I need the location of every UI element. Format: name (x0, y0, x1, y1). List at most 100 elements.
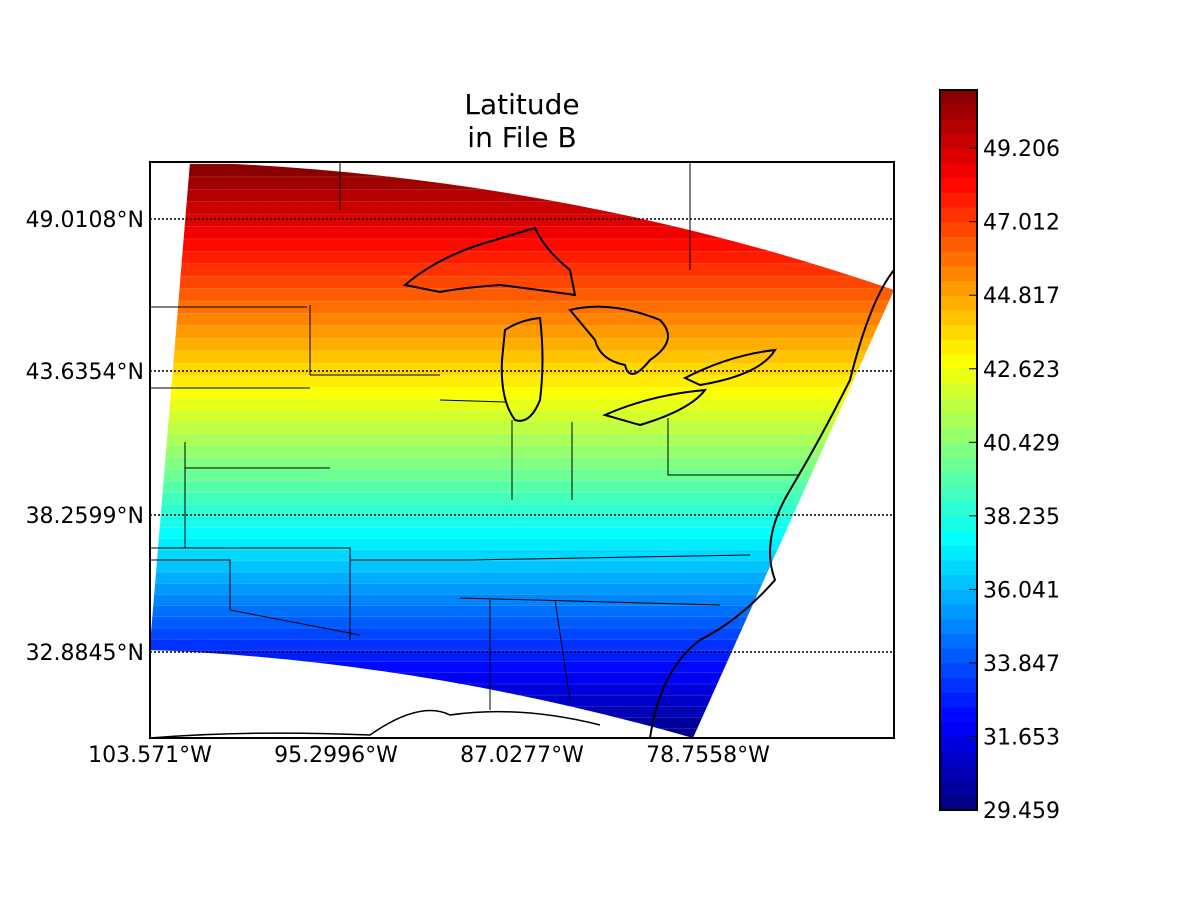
colorbar-segment (940, 589, 977, 605)
colorbar-segment (940, 795, 977, 811)
latitude-band (150, 349, 894, 364)
latitude-band (150, 582, 894, 595)
colorbar-segment (940, 339, 977, 355)
colorbar-segment (940, 265, 977, 282)
colorbar-tick-label: 40.429 (983, 431, 1060, 456)
latitude-band (150, 238, 894, 252)
colorbar-segment (940, 662, 977, 679)
colorbar-segment (940, 206, 977, 223)
title-line-1: Latitude (464, 88, 580, 121)
latitude-band (150, 312, 894, 327)
boundaries (150, 162, 894, 738)
colorbar-tick-label: 36.041 (983, 578, 1060, 603)
latitude-band (150, 163, 894, 178)
colorbar-segment (940, 457, 977, 473)
latitude-band (150, 337, 894, 351)
map-frame (149, 161, 895, 739)
colorbar-segment (940, 692, 977, 708)
longitude-label: 78.7558°W (646, 743, 770, 768)
latitude-band (150, 571, 894, 584)
colorbar-segment (940, 707, 977, 723)
latitude-band (150, 444, 894, 458)
latitude-band (150, 200, 894, 215)
colorbar-frame (939, 89, 978, 811)
colorbar-segment (940, 751, 977, 767)
colorbar-segment (940, 677, 977, 693)
colorbar-segment (940, 90, 977, 105)
lake-michigan (500, 316, 544, 422)
colorbar-segment (940, 162, 977, 179)
colorbar-tick-label: 42.623 (983, 358, 1060, 383)
colorbar-tick-label: 47.012 (983, 211, 1060, 236)
latitude-band (150, 362, 894, 376)
colorbar-segment (940, 545, 977, 561)
colorbar-segment (940, 604, 977, 620)
latitude-band (150, 262, 894, 277)
colorbar-segment (940, 104, 977, 120)
lake-superior (402, 226, 577, 297)
latitude-label: 38.2599°N (26, 504, 144, 529)
latitude-band (150, 374, 894, 388)
colorbar-segment (940, 383, 977, 399)
colorbar-segment (940, 486, 977, 502)
colorbar-tick-labels: 29.459 31.653 33.847 36.041 38.235 40.429 42.6… (983, 137, 1060, 824)
latitude-labels: 49.0108°N 43.6354°N 38.2599°N 32.8845°N (26, 208, 144, 666)
colorbar-segment (940, 559, 977, 576)
atlantic-coastline (649, 269, 894, 738)
longitude-label: 87.0277°W (460, 743, 584, 768)
colorbar-segment (940, 295, 977, 311)
latitude-label: 49.0108°N (26, 208, 144, 233)
latitude-band (150, 694, 894, 707)
gulf-coastline (150, 709, 601, 738)
colorbar-tick-label: 33.847 (983, 652, 1060, 677)
colorbar-tick-label: 49.206 (983, 137, 1060, 162)
colorbar-segment (940, 251, 977, 267)
latitude-band (150, 683, 894, 696)
colorbar-segment (940, 471, 977, 487)
chart-title: Latitude in File B (372, 88, 672, 154)
colorbar-segment (940, 398, 977, 414)
lake-erie (602, 388, 708, 427)
latitude-band (150, 616, 894, 629)
latitude-band (150, 480, 894, 494)
latitude-band (150, 397, 894, 411)
colorbar-segment (940, 648, 977, 664)
latitude-band (150, 188, 894, 202)
colorbar-segment (940, 780, 977, 796)
latitude-band (150, 433, 894, 446)
latitude-band (150, 324, 894, 339)
latitude-band (150, 627, 894, 640)
colorbar-segment (940, 309, 977, 326)
latitude-band (150, 287, 894, 302)
latitude-label: 43.6354°N (26, 360, 144, 385)
latitude-band (150, 638, 894, 651)
state-lines (150, 162, 800, 710)
colorbar-tick-label: 38.235 (983, 505, 1060, 530)
colorbar-segment (940, 177, 977, 193)
colorbar-tick-label: 31.653 (983, 725, 1060, 750)
latitude-band (150, 526, 894, 539)
colorbar-tick-label: 44.817 (983, 284, 1060, 309)
latitude-band (150, 716, 894, 729)
longitude-label: 103.571°W (88, 743, 212, 768)
longitude-label: 95.2996°W (274, 743, 398, 768)
colorbar-segment (940, 574, 977, 590)
colorbar-segment (940, 530, 977, 546)
colorbar-segment (940, 148, 977, 164)
latitude-band (150, 560, 894, 573)
colorbar-segment (940, 765, 977, 782)
latitude-band (150, 660, 894, 674)
colorbar-segment (940, 118, 977, 134)
lake-huron (568, 305, 669, 375)
colorbar-segment (940, 354, 977, 370)
latitude-band (150, 176, 894, 190)
colorbar (939, 89, 978, 811)
colorbar-segment (940, 501, 977, 517)
colorbar-segment (940, 221, 977, 237)
latitude-band (150, 250, 894, 264)
colorbar-segment (940, 133, 977, 149)
colorbar-segment (940, 192, 977, 208)
latitude-label: 32.8845°N (26, 641, 144, 666)
colorbar-segment (940, 236, 977, 252)
latitude-band (150, 421, 894, 435)
